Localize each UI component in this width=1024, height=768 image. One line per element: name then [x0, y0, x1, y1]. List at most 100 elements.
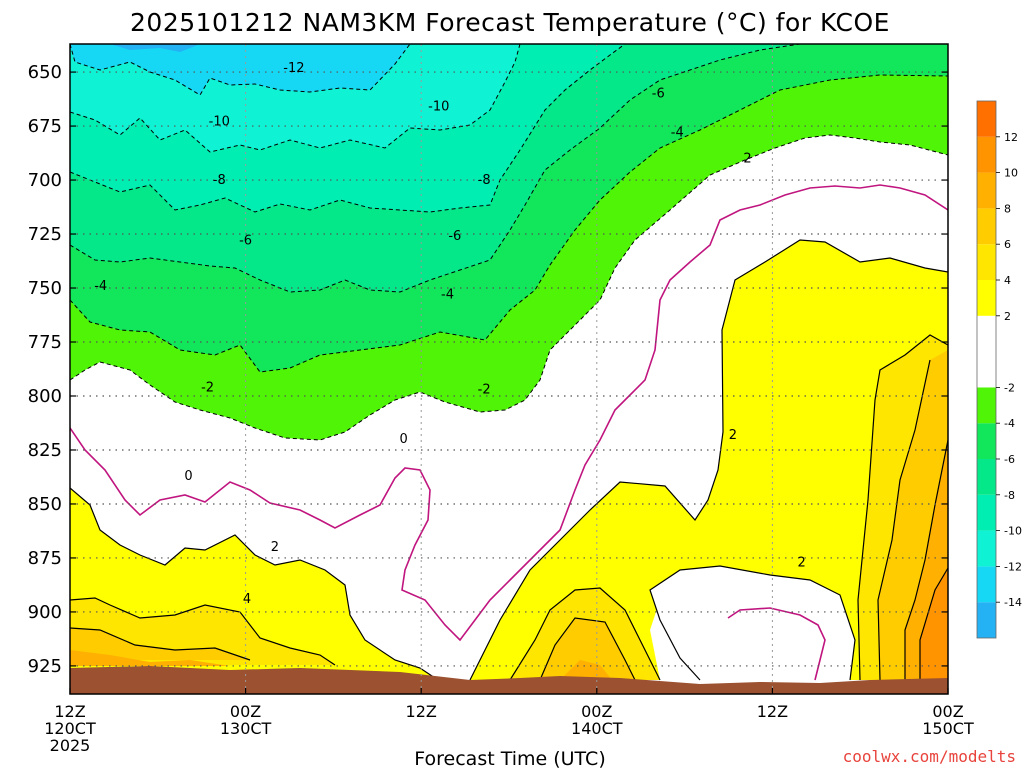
contour-2-left: [70, 487, 436, 679]
colorbar-swatch: [977, 566, 996, 603]
zero-isotherm-left: [70, 184, 948, 642]
plot-area: -12 -10 -10 -8 -8 -6 -6 -6 -4 -4 -4 -2 -2 2 0 0 2 4 2 2: [70, 44, 948, 694]
colorbar-label: 6: [1004, 238, 1011, 251]
contour-2-mid: [469, 239, 948, 681]
colorbar-swatch: [977, 172, 996, 209]
contour-label: -4: [94, 279, 107, 294]
contour-label: -2: [478, 383, 491, 398]
y-tick-label: 800: [28, 386, 62, 407]
contour-label: -4: [441, 287, 454, 302]
contour-4-right: [857, 334, 948, 681]
credit-link[interactable]: coolwx.com/modelts: [843, 747, 1016, 766]
colorbar-label: -2: [1004, 381, 1015, 394]
contour-label: 0: [399, 432, 407, 447]
colorbar-swatch: [977, 280, 996, 316]
contour-label: -4: [671, 126, 684, 141]
band-minus-16: [110, 44, 200, 52]
chart-title: 2025101212 NAM3KM Forecast Temperature (…: [130, 8, 890, 37]
band-white-pocket: [650, 578, 848, 680]
colorbar-label: -4: [1004, 417, 1015, 430]
contour-label: -10: [209, 115, 230, 130]
colorbar-label: 4: [1004, 274, 1011, 287]
colorbar-swatch: [977, 244, 996, 280]
colorbar-label: -6: [1004, 453, 1015, 466]
contour-6-mid: [539, 617, 636, 681]
contour-label: -6: [239, 234, 252, 249]
band-plus-8-mid: [560, 660, 612, 680]
contour-2-pocket: [649, 565, 856, 681]
colorbar-label: 2: [1004, 310, 1011, 323]
band-minus-14: [70, 44, 410, 95]
colorbar-label: -12: [1004, 560, 1022, 573]
contour-minus-8: [70, 44, 626, 213]
gridlines: [70, 44, 948, 694]
x-tick-label: 120CT: [44, 719, 96, 738]
colorbar-swatch: [977, 136, 996, 173]
colorbar-swatch: [977, 530, 996, 567]
contour-minus-10: [70, 44, 521, 153]
colorbar-swatch: [977, 315, 996, 388]
contour-minus-2: [70, 134, 948, 441]
y-tick-label: 700: [28, 170, 62, 191]
x-tick-label: 12Z: [757, 702, 788, 721]
contour-label: 2: [271, 540, 279, 555]
contour-label: -8: [213, 173, 226, 188]
y-tick-label: 900: [28, 602, 62, 623]
y-tick-label: 750: [28, 278, 62, 299]
contour-label: -12: [283, 61, 304, 76]
x-tick-label: 150CT: [922, 719, 974, 738]
x-tick-label: 00Z: [230, 702, 261, 721]
contour-minus-6: [70, 44, 801, 293]
colorbar-swatch: [977, 459, 996, 495]
contour-label: 2: [743, 151, 751, 166]
band-plus-6-left: [70, 628, 250, 660]
contour-label: 2: [798, 555, 806, 570]
contour-label: 2: [729, 428, 737, 443]
contour-6-right: [877, 359, 931, 681]
plot-frame: [69, 43, 949, 695]
colorbar-label: -14: [1004, 596, 1022, 609]
contour-label: -8: [478, 173, 491, 188]
terrain: [70, 666, 948, 694]
contour-8-right: [904, 439, 948, 680]
x-tick-label: 2025: [50, 736, 91, 755]
colorbar: 12 10 8 6 4 2 -2 -4 -6 -8 -10 -12 -14: [976, 100, 1022, 639]
zero-isotherm-right: [727, 607, 826, 681]
x-tick-label: 12Z: [54, 702, 85, 721]
x-axis-title: Forecast Time (UTC): [414, 748, 605, 768]
contour-label: -2: [201, 380, 214, 395]
colorbar-frame: [976, 100, 997, 639]
colorbar-label: 8: [1004, 202, 1011, 215]
colorbar-swatch: [977, 494, 996, 531]
x-tick-label: 140CT: [571, 719, 623, 738]
y-axis: 650 675 700 725 750 775 800 825 850 875 900 925: [28, 62, 948, 677]
contour-6-left: [70, 627, 251, 661]
colorbar-label: 12: [1004, 131, 1018, 144]
cold-contours: [70, 44, 948, 441]
y-tick-label: 850: [28, 494, 62, 515]
colorbar-swatch: [977, 101, 996, 137]
contour-10-right: [919, 567, 948, 680]
contour-label: -10: [428, 100, 449, 115]
contour-minus-12: [70, 44, 411, 96]
x-tick-label: 12Z: [406, 702, 437, 721]
colorbar-swatch: [977, 208, 996, 245]
colorbar-swatch: [977, 602, 996, 638]
y-tick-label: 925: [28, 656, 62, 677]
y-tick-label: 725: [28, 224, 62, 245]
colorbar-label: -8: [1004, 489, 1015, 502]
y-tick-label: 825: [28, 440, 62, 461]
x-tick-label: 00Z: [932, 702, 963, 721]
contour-label: -6: [652, 87, 665, 102]
x-tick-label: 130CT: [220, 719, 272, 738]
contour-4-left: [70, 597, 336, 666]
contour-4-mid: [509, 587, 661, 681]
colorbar-label: -10: [1004, 525, 1022, 538]
colorbar-swatch: [977, 423, 996, 459]
contour-labels: -12 -10 -10 -8 -8 -6 -6 -6 -4 -4 -4 -2 -2 2 0 0 2 4 2 2: [94, 61, 806, 607]
contour-label: 4: [243, 592, 251, 607]
colorbar-label: 10: [1004, 167, 1018, 180]
contour-label: 0: [184, 469, 192, 484]
